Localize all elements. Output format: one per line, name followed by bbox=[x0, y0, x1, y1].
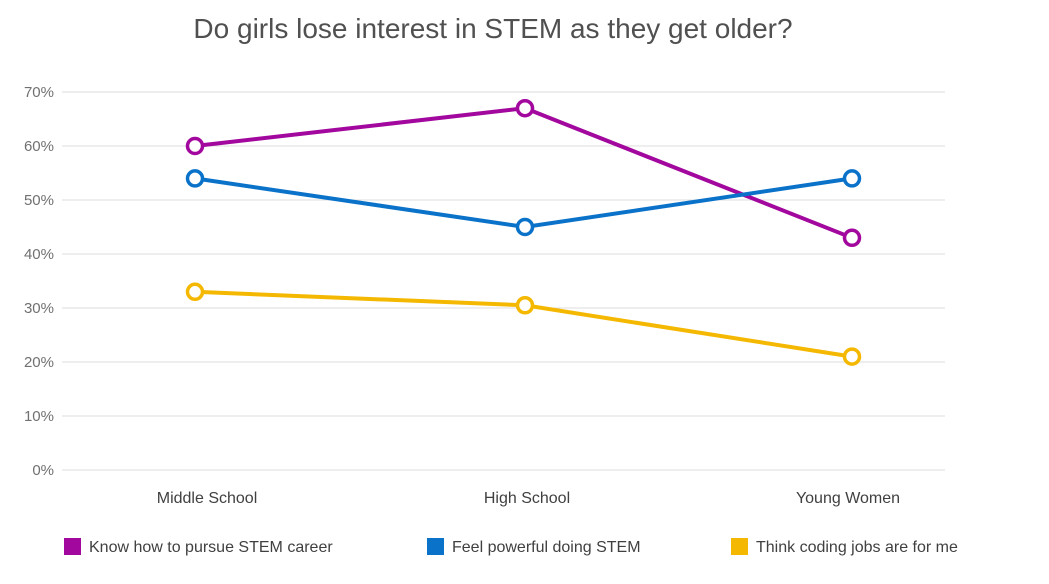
y-tick-label: 40% bbox=[24, 246, 54, 263]
y-tick-label: 30% bbox=[24, 300, 54, 317]
x-tick-label: High School bbox=[484, 490, 570, 507]
legend-label: Know how to pursue STEM career bbox=[89, 539, 333, 556]
data-point bbox=[515, 217, 535, 237]
x-axis: Middle School High School Young Women bbox=[157, 490, 900, 507]
y-tick-label: 10% bbox=[24, 408, 54, 425]
series-group bbox=[185, 98, 862, 366]
legend-item: Feel powerful doing STEM bbox=[427, 538, 641, 556]
data-point bbox=[842, 169, 862, 188]
data-point bbox=[842, 347, 862, 366]
y-tick-label: 70% bbox=[24, 84, 54, 101]
legend-item: Think coding jobs are for me bbox=[731, 538, 958, 556]
chart-title: Do girls lose interest in STEM as they g… bbox=[193, 13, 792, 44]
data-point bbox=[515, 296, 535, 315]
y-tick-label: 0% bbox=[32, 462, 54, 479]
y-tick-label: 60% bbox=[24, 138, 54, 155]
data-point bbox=[515, 98, 535, 118]
legend-swatch bbox=[64, 538, 81, 555]
y-tick-label: 20% bbox=[24, 354, 54, 371]
legend-swatch bbox=[731, 538, 748, 555]
legend: Know how to pursue STEM career Feel power… bbox=[64, 538, 958, 556]
data-point bbox=[842, 228, 862, 248]
data-point bbox=[185, 136, 205, 156]
data-point bbox=[185, 169, 205, 188]
x-tick-label: Middle School bbox=[157, 490, 258, 507]
y-axis: 0% 10% 20% 30% 40% 50% 60% 70% bbox=[24, 84, 54, 479]
series-2 bbox=[185, 282, 862, 366]
y-tick-label: 50% bbox=[24, 192, 54, 209]
legend-item: Know how to pursue STEM career bbox=[64, 538, 333, 556]
legend-label: Feel powerful doing STEM bbox=[452, 539, 641, 556]
legend-swatch bbox=[427, 538, 444, 555]
x-tick-label: Young Women bbox=[796, 490, 900, 507]
data-point bbox=[185, 282, 205, 302]
series-1 bbox=[185, 169, 862, 237]
legend-label: Think coding jobs are for me bbox=[756, 539, 958, 556]
